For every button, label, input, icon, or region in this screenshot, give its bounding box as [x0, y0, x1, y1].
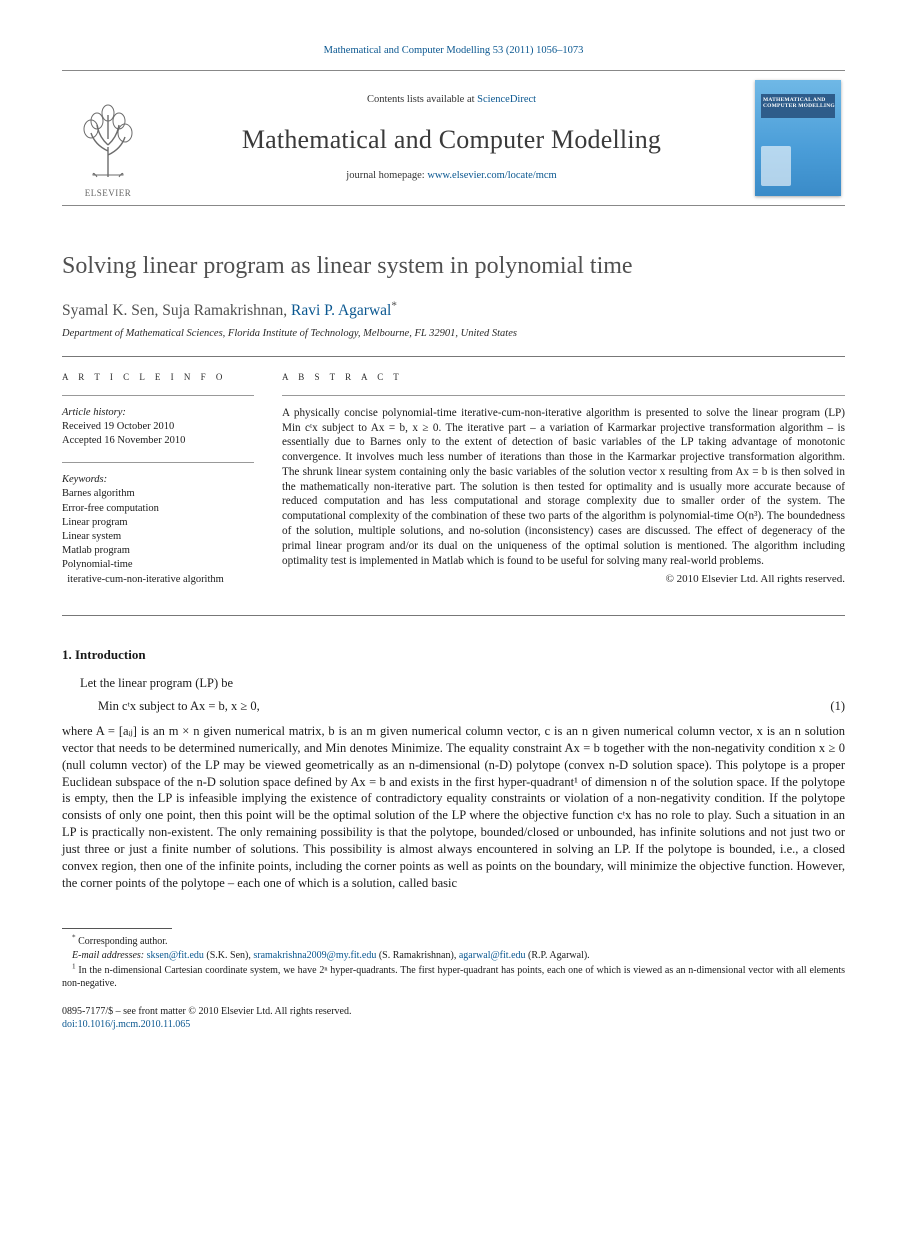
- section-1-heading: 1. Introduction: [62, 646, 845, 664]
- authors-line: Syamal K. Sen, Suja Ramakrishnan, Ravi P…: [62, 301, 845, 322]
- elsevier-tree-icon: [73, 99, 143, 185]
- keyword: Barnes algorithm: [62, 487, 254, 501]
- corr-text: Corresponding author.: [76, 936, 168, 947]
- article-title: Solving linear program as linear system …: [62, 250, 845, 282]
- citation-link[interactable]: Mathematical and Computer Modelling 53 (…: [324, 45, 584, 56]
- affiliation: Department of Mathematical Sciences, Flo…: [62, 327, 845, 341]
- equation-1-body: Min cᵗx subject to Ax = b, x ≥ 0,: [62, 698, 815, 715]
- keyword: Linear program: [62, 516, 254, 530]
- article-history-block: Article history: Received 19 October 201…: [62, 406, 254, 449]
- keyword: Matlab program: [62, 544, 254, 558]
- journal-title: Mathematical and Computer Modelling: [242, 122, 661, 157]
- corresponding-footnote: * Corresponding author.: [62, 935, 845, 949]
- article-info-column: A R T I C L E I N F O Article history: R…: [62, 371, 254, 601]
- footnote-rule: [62, 928, 172, 929]
- corr-marker: *: [391, 299, 397, 311]
- keyword: Error-free computation: [62, 502, 254, 516]
- equation-1: Min cᵗx subject to Ax = b, x ≥ 0, (1): [62, 698, 845, 715]
- history-label: Article history:: [62, 406, 254, 420]
- email-link[interactable]: sramakrishna2009@my.fit.edu: [253, 950, 376, 961]
- footnotes: * Corresponding author. E-mail addresses…: [62, 935, 845, 991]
- publisher-logo-block: ELSEVIER: [62, 71, 158, 205]
- section-1-paragraph: where A = [aᵢⱼ] is an m × n given numeri…: [62, 723, 845, 892]
- cover-thumb-block: MATHEMATICAL AND COMPUTER MODELLING: [745, 71, 845, 205]
- email-link[interactable]: sksen@fit.edu: [147, 950, 204, 961]
- page-root: Mathematical and Computer Modelling 53 (…: [0, 0, 907, 1060]
- fn1-text: In the n-dimensional Cartesian coordinat…: [62, 965, 845, 990]
- footnote-1: 1 In the n-dimensional Cartesian coordin…: [62, 964, 845, 991]
- abstract-column: A B S T R A C T A physically concise pol…: [282, 371, 845, 601]
- divider-top: [62, 356, 845, 357]
- publisher-name: ELSEVIER: [85, 187, 132, 199]
- cover-thumb-title: MATHEMATICAL AND COMPUTER MODELLING: [763, 97, 841, 109]
- keywords-label: Keywords:: [62, 473, 254, 487]
- email-who: (R.P. Agarwal).: [526, 950, 590, 961]
- received-date: Received 19 October 2010: [62, 420, 254, 434]
- email-link[interactable]: agarwal@fit.edu: [459, 950, 526, 961]
- emails-footnote: E-mail addresses: sksen@fit.edu (S.K. Se…: [62, 949, 845, 963]
- journal-cover-thumb[interactable]: MATHEMATICAL AND COMPUTER MODELLING: [755, 80, 841, 196]
- journal-homepage: journal homepage: www.elsevier.com/locat…: [346, 169, 556, 183]
- intro-line: Let the linear program (LP) be: [62, 675, 845, 692]
- issn-line: 0895-7177/$ – see front matter © 2010 El…: [62, 1005, 845, 1019]
- masthead-center: Contents lists available at ScienceDirec…: [158, 71, 745, 205]
- abstract-copyright: © 2010 Elsevier Ltd. All rights reserved…: [282, 572, 845, 587]
- email-who: (S.K. Sen),: [204, 950, 253, 961]
- homepage-link[interactable]: www.elsevier.com/locate/mcm: [427, 170, 556, 181]
- accepted-date: Accepted 16 November 2010: [62, 434, 254, 448]
- header-citation: Mathematical and Computer Modelling 53 (…: [62, 44, 845, 58]
- info-rule-2: [62, 462, 254, 463]
- doi-line: doi:10.1016/j.mcm.2010.11.065: [62, 1018, 845, 1032]
- contents-available-text: Contents lists available at: [367, 94, 477, 105]
- keywords-block: Keywords: Barnes algorithm Error-free co…: [62, 473, 254, 586]
- sciencedirect-link[interactable]: ScienceDirect: [477, 94, 536, 105]
- abstract-heading: A B S T R A C T: [282, 371, 845, 383]
- doi-link[interactable]: 10.1016/j.mcm.2010.11.065: [78, 1019, 191, 1030]
- homepage-label: journal homepage:: [346, 170, 427, 181]
- section-1-body: Let the linear program (LP) be Min cᵗx s…: [62, 675, 845, 892]
- corresponding-author-link[interactable]: Ravi P. Agarwal: [291, 302, 391, 319]
- info-rule: [62, 395, 254, 396]
- equation-1-number: (1): [815, 698, 845, 715]
- abstract-rule: [282, 395, 845, 396]
- email-who: (S. Ramakrishnan),: [376, 950, 459, 961]
- keyword: Linear system: [62, 530, 254, 544]
- info-abstract-row: A R T I C L E I N F O Article history: R…: [62, 371, 845, 601]
- divider-bottom: [62, 615, 845, 616]
- email-label: E-mail addresses:: [72, 950, 147, 961]
- authors-names: Syamal K. Sen, Suja Ramakrishnan,: [62, 302, 291, 319]
- footer: 0895-7177/$ – see front matter © 2010 El…: [62, 1005, 845, 1032]
- keyword: iterative-cum-non-iterative algorithm: [62, 573, 254, 587]
- doi-label[interactable]: doi:: [62, 1019, 78, 1030]
- article-info-heading: A R T I C L E I N F O: [62, 371, 254, 383]
- masthead: ELSEVIER Contents lists available at Sci…: [62, 70, 845, 206]
- contents-available: Contents lists available at ScienceDirec…: [367, 93, 536, 107]
- abstract-text: A physically concise polynomial-time ite…: [282, 406, 845, 569]
- keyword: Polynomial-time: [62, 558, 254, 572]
